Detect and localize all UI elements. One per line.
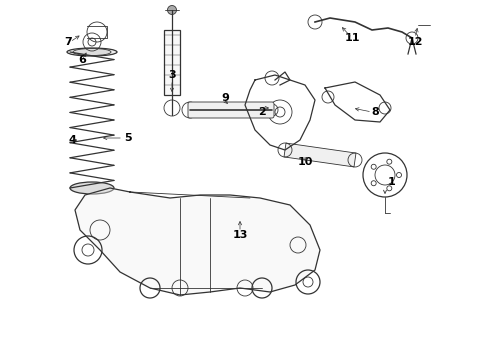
Circle shape [168, 5, 176, 14]
Text: 4: 4 [68, 135, 76, 145]
Ellipse shape [73, 49, 111, 55]
FancyBboxPatch shape [164, 30, 180, 95]
Text: 5: 5 [124, 133, 132, 143]
Text: 3: 3 [168, 70, 176, 80]
Text: 10: 10 [297, 157, 313, 167]
Text: 12: 12 [407, 37, 423, 47]
Text: 6: 6 [78, 55, 86, 65]
Polygon shape [284, 143, 356, 167]
Text: 8: 8 [371, 107, 379, 117]
Text: 7: 7 [64, 37, 72, 47]
FancyBboxPatch shape [188, 102, 274, 118]
Ellipse shape [70, 182, 114, 194]
Polygon shape [75, 188, 320, 295]
Text: 2: 2 [258, 107, 266, 117]
Text: 11: 11 [344, 33, 360, 43]
Text: 13: 13 [232, 230, 247, 240]
Ellipse shape [67, 48, 117, 56]
Text: 1: 1 [388, 177, 396, 187]
Text: 9: 9 [221, 93, 229, 103]
